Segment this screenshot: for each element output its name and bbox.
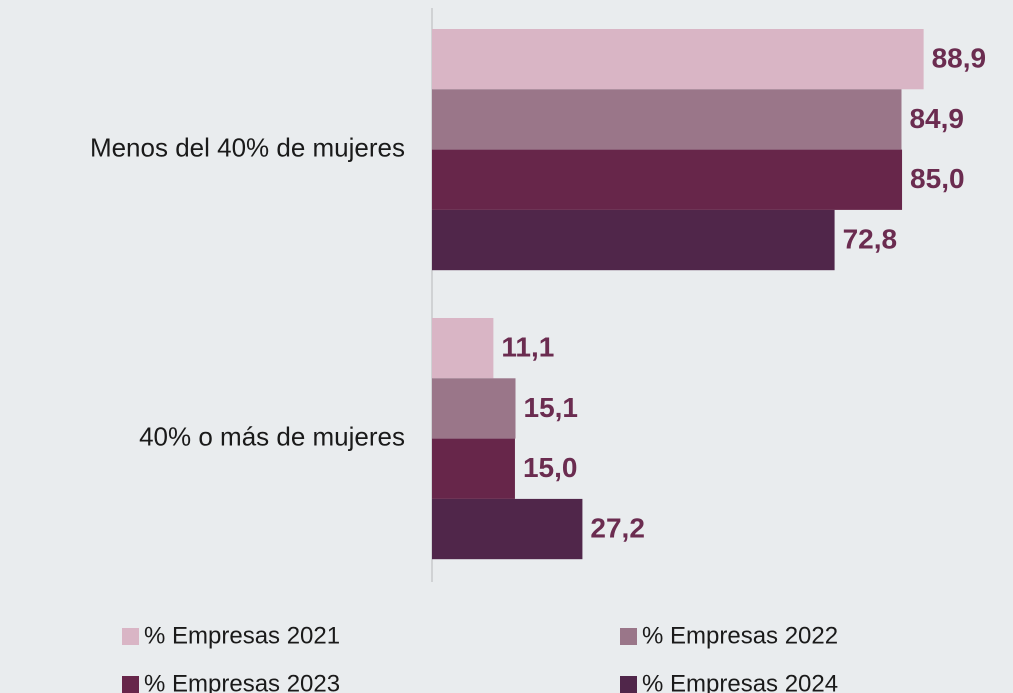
legend-label: % Empresas 2023 [144, 670, 340, 693]
legend-swatch [620, 676, 637, 693]
value-label: 85,0 [910, 163, 965, 194]
legend-swatch [122, 676, 139, 693]
bar [432, 498, 583, 560]
category-label: Menos del 40% de mujeres [90, 132, 405, 162]
bar [432, 438, 515, 499]
legend-swatch [122, 628, 139, 645]
value-label: 27,2 [590, 512, 645, 543]
value-label: 88,9 [932, 43, 987, 74]
legend-swatch [620, 628, 637, 645]
category-label: 40% o más de mujeres [139, 421, 405, 451]
bar [432, 209, 835, 271]
value-label: 15,0 [523, 452, 578, 483]
legend-label: % Empresas 2021 [144, 622, 340, 649]
bar [432, 89, 902, 150]
bar [432, 149, 903, 210]
bar [432, 318, 494, 379]
value-label: 11,1 [501, 332, 554, 363]
bar [432, 29, 924, 90]
legend-label: % Empresas 2022 [642, 622, 838, 649]
bar [432, 378, 516, 439]
value-label: 15,1 [524, 392, 579, 423]
value-label: 72,8 [843, 223, 898, 254]
legend-label: % Empresas 2024 [642, 670, 838, 693]
value-label: 84,9 [909, 103, 964, 134]
